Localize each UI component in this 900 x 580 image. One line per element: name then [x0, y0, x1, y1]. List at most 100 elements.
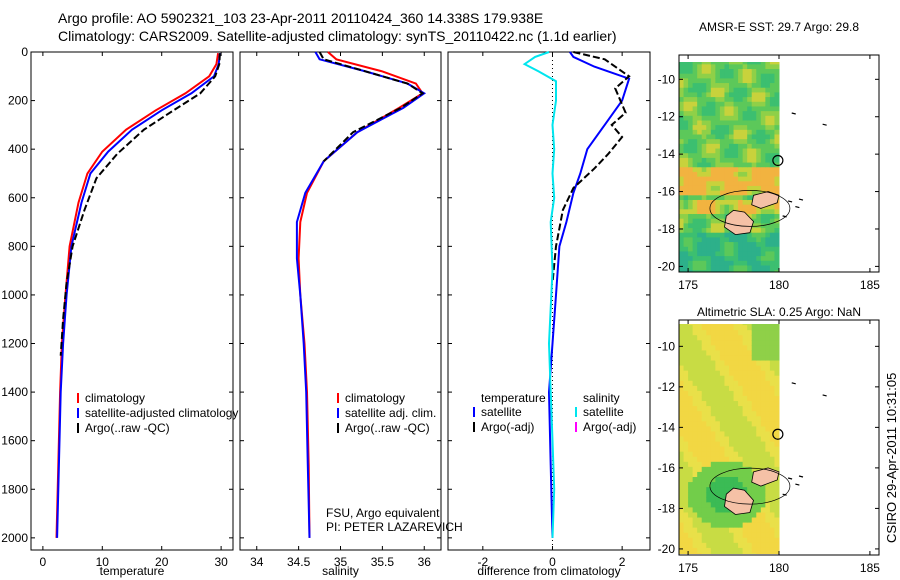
heatmap-cell	[751, 436, 757, 443]
heatmap-cell	[751, 256, 757, 262]
heatmap-cell	[756, 406, 762, 412]
heatmap-cell	[697, 129, 703, 136]
heatmap-cell	[747, 251, 753, 257]
heatmap-cell	[765, 411, 771, 417]
heatmap-cell	[701, 139, 707, 145]
heatmap-cell	[701, 325, 707, 331]
heatmap-cell	[738, 512, 744, 519]
heatmap-cell	[742, 340, 748, 346]
heatmap-cell	[701, 148, 707, 154]
heatmap-cell	[756, 325, 762, 331]
heatmap-cell	[679, 97, 685, 103]
heatmap-cell	[715, 340, 721, 346]
heatmap-cell	[692, 223, 698, 229]
heatmap-cell	[760, 270, 766, 272]
heatmap-cell	[774, 522, 780, 529]
heatmap-cell	[738, 204, 744, 210]
heatmap-cell	[747, 129, 753, 136]
heatmap-cell	[774, 537, 780, 544]
heatmap-cell	[729, 355, 735, 362]
heatmap-cell	[697, 87, 703, 93]
heatmap-cell	[697, 552, 703, 554]
heatmap-cell	[769, 228, 775, 234]
heatmap-cell	[769, 171, 775, 178]
heatmap-cell	[701, 471, 707, 478]
heatmap-cell	[774, 390, 780, 397]
heatmap-cell	[756, 162, 762, 168]
heatmap-cell	[729, 335, 735, 341]
heatmap-cell	[688, 148, 694, 154]
heatmap-cell	[692, 134, 698, 140]
heatmap-cell	[760, 487, 766, 493]
heatmap-cell	[729, 471, 735, 478]
heatmap-cell	[729, 390, 735, 397]
heatmap-cell	[719, 471, 725, 478]
heatmap-cell	[719, 395, 725, 402]
legend-label: Argo(..raw -QC)	[85, 421, 170, 435]
heatmap-cell	[715, 324, 721, 326]
heatmap-cell	[710, 167, 716, 173]
heatmap-cell	[715, 517, 721, 524]
heatmap-cell	[688, 97, 694, 103]
heatmap-cell	[756, 78, 762, 84]
heatmap-cell	[760, 106, 766, 112]
heatmap-cell	[747, 401, 753, 407]
heatmap-cell	[697, 502, 703, 508]
heatmap-cell	[751, 92, 757, 98]
heatmap-cell	[701, 542, 707, 549]
heatmap-cell	[774, 466, 780, 473]
heatmap-cell	[715, 395, 721, 402]
heatmap-cell	[710, 411, 716, 417]
heatmap-cell	[679, 532, 685, 539]
heatmap-cell	[706, 120, 712, 126]
heatmap-cell	[738, 162, 744, 168]
heatmap-cell	[756, 330, 762, 336]
heatmap-cell	[706, 522, 712, 529]
heatmap-cell	[724, 416, 730, 422]
heatmap-cell	[701, 92, 707, 98]
heatmap-cell	[719, 416, 725, 422]
heatmap-cell	[738, 411, 744, 417]
heatmap-cell	[719, 542, 725, 549]
heatmap-cell	[769, 101, 775, 107]
heatmap-cell	[760, 522, 766, 529]
heatmap-cell	[697, 157, 703, 164]
heatmap-cell	[756, 497, 762, 503]
heatmap-cell	[683, 78, 689, 84]
heatmap-cell	[683, 120, 689, 126]
heatmap-cell	[692, 73, 698, 79]
heatmap-cell	[756, 251, 762, 257]
heatmap-cell	[760, 62, 766, 65]
heatmap-cell	[769, 62, 775, 65]
heatmap-cell	[692, 537, 698, 544]
heatmap-cell	[769, 360, 775, 367]
heatmap-cell	[774, 246, 780, 252]
heatmap-cell	[769, 153, 775, 159]
heatmap-cell	[729, 181, 735, 187]
heatmap-cell	[760, 87, 766, 93]
heatmap-cell	[729, 232, 735, 238]
heatmap-cell	[692, 64, 698, 70]
heatmap-cell	[679, 375, 685, 382]
heatmap-cell	[710, 426, 716, 432]
heatmap-cell	[765, 148, 771, 154]
heatmap-cell	[774, 552, 780, 554]
heatmap-cell	[751, 190, 757, 196]
heatmap-cell	[719, 461, 725, 468]
heatmap-cell	[765, 390, 771, 397]
heatmap-cell	[733, 106, 739, 112]
heatmap-cell	[710, 477, 716, 483]
heatmap-cell	[738, 232, 744, 238]
heatmap-cell	[760, 181, 766, 187]
heatmap-cell	[683, 125, 689, 131]
heatmap-cell	[765, 395, 771, 402]
heatmap-cell	[683, 129, 689, 136]
heatmap-cell	[760, 73, 766, 79]
heatmap-cell	[710, 527, 716, 534]
heatmap-cell	[710, 360, 716, 367]
x-tick-label: 185	[860, 561, 880, 575]
heatmap-cell	[756, 115, 762, 121]
heatmap-cell	[760, 153, 766, 159]
heatmap-cell	[769, 380, 775, 387]
heatmap-cell	[697, 517, 703, 524]
